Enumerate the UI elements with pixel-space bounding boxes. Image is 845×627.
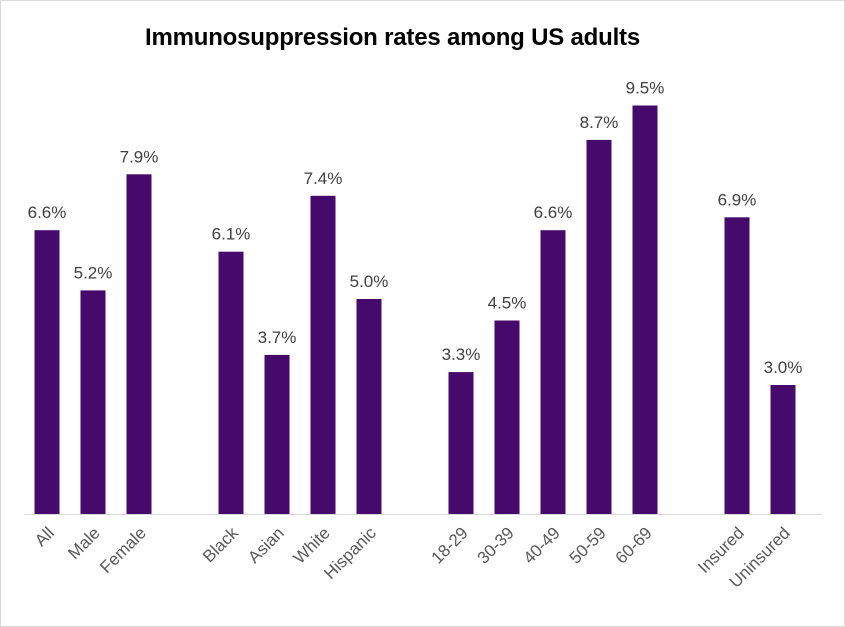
x-tick-label: White [290,523,334,567]
x-tick-label: All [31,523,58,550]
x-tick-label: 18-29 [428,523,472,567]
bar-female [126,174,152,515]
data-label: 5.2% [74,263,113,282]
x-tick-label: Male [64,523,103,562]
data-label: 3.3% [442,345,481,364]
data-label: 7.4% [304,169,343,188]
bar-white [310,195,336,515]
data-label: 9.5% [626,79,665,98]
bar-uninsured [770,385,796,514]
data-label: 4.5% [488,294,527,313]
x-tick-label: Black [199,523,242,566]
data-label: 8.7% [580,113,619,132]
x-tick-label: 40-49 [520,523,564,567]
data-label: 6.6% [28,203,67,222]
x-tick-label: 50-59 [566,523,610,567]
data-label: 3.0% [764,358,803,377]
chart-title: Immunosuppression rates among US adults [145,24,640,51]
bar-50-59 [586,139,612,514]
bar-30-39 [494,320,520,514]
data-label: 3.7% [258,328,297,347]
bar-insured [724,217,750,515]
bar-60-69 [632,105,658,514]
bar-black [218,251,244,514]
x-tick-label: 60-69 [612,523,656,567]
bar-18-29 [448,372,474,514]
x-tick-label: Female [96,523,150,577]
bar-hispanic [356,299,382,514]
x-tick-label: 30-39 [474,523,518,567]
x-tick-label: Hispanic [320,523,380,583]
x-tick-label: Asian [244,523,288,567]
data-label: 6.1% [212,225,251,244]
bar-male [80,290,106,514]
data-label: 6.6% [534,203,573,222]
data-label: 7.9% [120,147,159,166]
data-label: 5.0% [350,272,389,291]
bar-asian [264,354,290,514]
bar-40-49 [540,230,566,514]
bar-all [34,230,60,514]
data-label: 6.9% [718,190,757,209]
